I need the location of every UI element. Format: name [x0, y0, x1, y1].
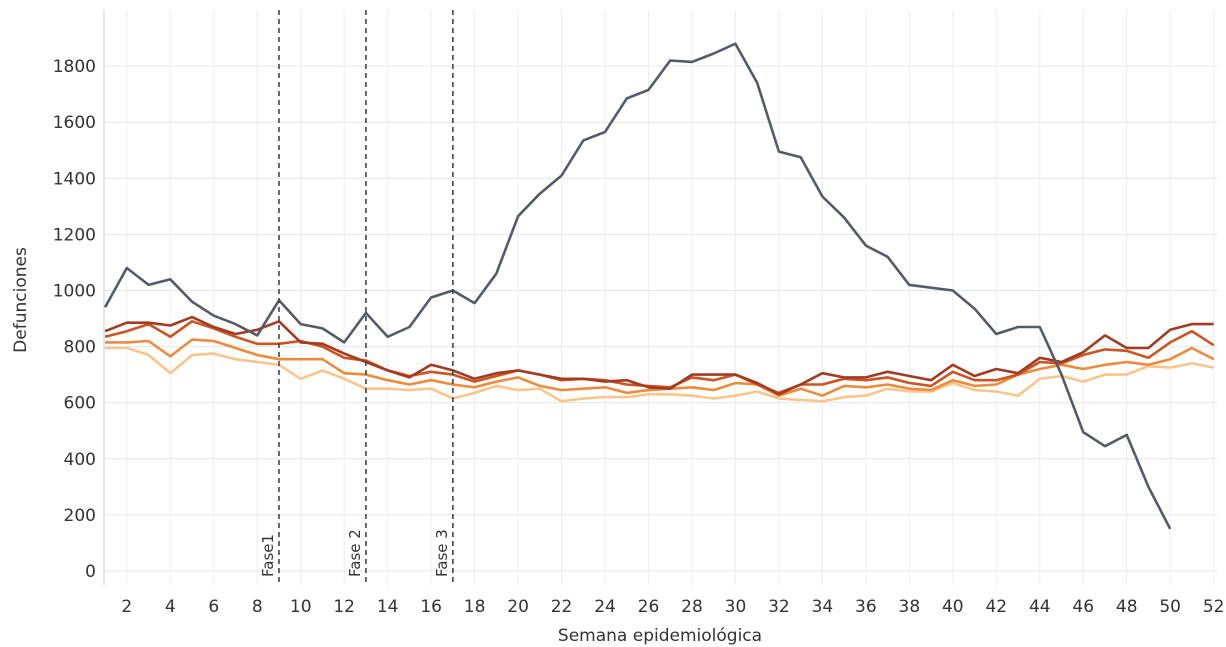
y-tick-label: 0	[85, 562, 96, 582]
x-tick-label: 38	[899, 597, 921, 617]
phase-label: Fase 2	[346, 529, 364, 577]
x-tick-label: 28	[681, 597, 703, 617]
x-tick-label: 46	[1072, 597, 1094, 617]
y-axis-title: Defunciones	[11, 247, 31, 353]
x-tick-label: 52	[1203, 597, 1225, 617]
x-tick-label: 8	[252, 597, 263, 617]
x-axis-title: Semana epidemiológica	[558, 626, 762, 646]
data-line	[104, 315, 1214, 396]
x-tick-label: 24	[594, 597, 616, 617]
data-line	[105, 346, 1214, 403]
x-tick-label: 30	[725, 597, 747, 617]
y-tick-label: 1600	[53, 113, 96, 133]
x-tick-label: 20	[507, 597, 529, 617]
x-tick-label: 36	[855, 597, 877, 617]
data-line	[105, 338, 1215, 397]
x-tick-label: 34	[812, 597, 834, 617]
x-tick-label: 48	[1116, 597, 1138, 617]
x-tick-label: 12	[333, 597, 355, 617]
x-tick-label: 42	[985, 597, 1007, 617]
phase-label: Fase 3	[433, 529, 451, 577]
y-tick-label: 1200	[53, 225, 96, 245]
x-tick-label: 18	[464, 597, 486, 617]
x-tick-label: 4	[165, 597, 176, 617]
y-tick-label: 1800	[53, 57, 96, 77]
y-tick-label: 1400	[53, 169, 96, 189]
x-tick-label: 32	[768, 597, 790, 617]
x-tick-label: 14	[377, 597, 399, 617]
x-tick-label: 22	[551, 597, 573, 617]
y-tick-label: 1000	[53, 281, 96, 301]
x-tick-label: 10	[290, 597, 312, 617]
x-tick-label: 44	[1029, 597, 1051, 617]
x-tick-label: 50	[1159, 597, 1181, 617]
x-tick-label: 40	[942, 597, 964, 617]
x-tick-label: 2	[121, 597, 132, 617]
y-tick-label: 600	[64, 394, 96, 414]
y-tick-label: 200	[64, 506, 96, 526]
x-tick-label: 6	[208, 597, 219, 617]
x-tick-label: 26	[638, 597, 660, 617]
y-tick-label: 800	[64, 338, 96, 358]
phase-label: Fase1	[259, 534, 277, 577]
data-line	[104, 320, 1215, 395]
data-line	[103, 42, 1172, 530]
x-tick-label: 16	[420, 597, 442, 617]
y-tick-label: 400	[64, 450, 96, 470]
